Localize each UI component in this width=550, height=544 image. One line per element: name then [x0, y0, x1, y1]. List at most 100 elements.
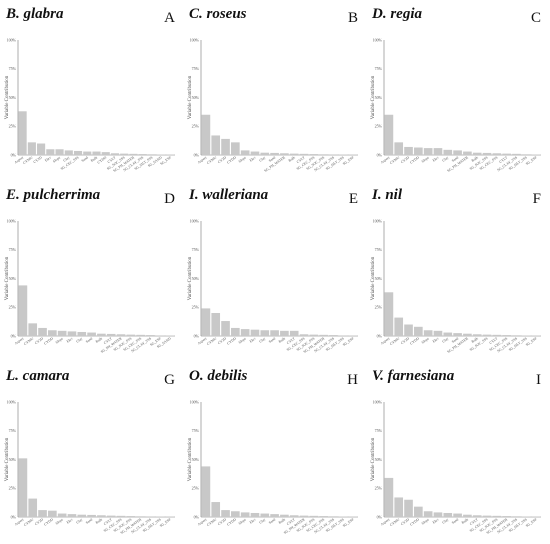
bar: [280, 153, 289, 155]
x-tick-label: Sand: [451, 336, 459, 344]
x-tick-label: Elev: [66, 517, 74, 524]
bar: [101, 152, 110, 155]
x-tick-label: Clay: [75, 336, 83, 343]
species-title: O. debilis: [189, 368, 247, 384]
bar: [38, 510, 47, 517]
x-tick-label: Slope: [421, 336, 430, 344]
x-tick-label: CY2D: [400, 155, 410, 164]
x-tick-label: CY2D: [400, 336, 410, 345]
x-tick-label: Clay: [441, 517, 449, 524]
species-title: I. walleriana: [188, 187, 269, 203]
x-tick-label: CYLT: [489, 336, 499, 345]
bar: [433, 512, 443, 517]
x-tick-label: CY2D: [34, 517, 44, 526]
y-tick-label: 50%: [192, 457, 200, 462]
x-tick-label: Elev: [432, 155, 440, 162]
x-tick-label: Elev: [249, 336, 257, 343]
x-tick-label: CYMU: [389, 336, 400, 346]
bar: [472, 152, 482, 155]
x-tick-label: CY2D: [34, 336, 44, 345]
x-tick-label: Aspect: [197, 156, 207, 165]
y-tick-label: 75%: [9, 428, 17, 433]
bar: [329, 154, 338, 155]
bar: [260, 330, 270, 336]
bar: [106, 515, 116, 517]
bar: [231, 142, 240, 155]
x-tick-label: CYMU: [206, 155, 217, 165]
x-tick-label: Slope: [238, 517, 247, 525]
y-axis-label: Variable Contribution: [5, 437, 10, 481]
x-tick-label: CYLT: [286, 336, 296, 345]
bar: [453, 150, 462, 155]
bar: [289, 515, 299, 517]
species-title: E. pulcherrima: [5, 187, 101, 203]
x-tick-label: Bulk: [471, 336, 479, 343]
bar: [319, 334, 328, 336]
x-tick-label: CYLT: [107, 155, 117, 164]
y-axis-label: Variable Contribution: [188, 437, 193, 481]
bar: [231, 327, 240, 336]
x-tick-label: CYDD: [409, 336, 420, 345]
x-tick-label: Bulk: [461, 517, 469, 524]
x-tick-label: Sand: [268, 336, 276, 344]
bar: [309, 154, 319, 155]
y-tick-label: 50%: [192, 276, 200, 281]
x-tick-label: Aspect: [197, 337, 207, 346]
bar: [472, 334, 482, 336]
y-axis-label: Variable Contribution: [188, 75, 193, 119]
bar: [492, 515, 502, 517]
bar: [67, 514, 77, 517]
panel-letter: G: [164, 372, 175, 388]
x-tick-label: SG_ESP: [149, 337, 162, 348]
bar: [48, 510, 57, 517]
y-tick-label: 25%: [375, 305, 383, 310]
bar: [211, 313, 221, 336]
bar: [394, 497, 404, 517]
x-tick-label: CYMU: [206, 336, 217, 346]
y-axis-label: Variable Contribution: [371, 75, 376, 119]
bar: [502, 335, 511, 336]
bar: [87, 514, 96, 517]
bar: [414, 326, 423, 336]
bar: [299, 153, 309, 155]
x-tick-label: Bulk: [95, 517, 103, 524]
y-tick-label: 100%: [7, 37, 17, 42]
bar: [146, 516, 155, 517]
bar: [221, 510, 230, 517]
x-tick-label: CYLT: [296, 155, 306, 164]
y-tick-label: 25%: [192, 486, 200, 491]
bar: [57, 330, 67, 336]
y-tick-label: 25%: [192, 124, 200, 129]
x-tick-label: Bulk: [95, 336, 103, 343]
bar: [384, 114, 394, 155]
bar: [394, 142, 404, 155]
panel-H: O. debilis H Variable Contribution 100% 75% 5…: [188, 368, 358, 535]
x-tick-label: Elev: [66, 336, 74, 343]
panel-letter: C: [531, 10, 541, 26]
x-tick-label: CY2D: [400, 517, 410, 526]
bar: [338, 335, 348, 336]
y-tick-label: 0%: [11, 333, 17, 338]
bar: [73, 150, 83, 155]
panel-E: I. walleriana E Variable Contribution 100% 7…: [188, 187, 358, 354]
x-tick-label: SG_ESP: [159, 518, 172, 529]
x-tick-label: Aspect: [14, 156, 24, 165]
bar: [201, 466, 211, 517]
y-tick-label: 75%: [9, 66, 17, 71]
bar: [64, 150, 73, 155]
x-tick-label: Aspect: [14, 337, 24, 346]
x-tick-label: Clay: [258, 155, 266, 162]
x-tick-label: Bulk: [288, 155, 296, 162]
x-tick-label: Clay: [63, 155, 71, 162]
x-tick-label: Elev: [249, 517, 257, 524]
x-tick-label: CYLT: [499, 155, 509, 164]
bar: [512, 153, 521, 155]
x-tick-label: Elev: [44, 155, 52, 162]
species-title: B. glabra: [5, 6, 64, 22]
x-tick-label: SG_ESP: [525, 518, 538, 529]
bar: [87, 332, 96, 336]
bar: [250, 151, 260, 155]
bar: [46, 149, 55, 155]
bar: [106, 333, 116, 336]
